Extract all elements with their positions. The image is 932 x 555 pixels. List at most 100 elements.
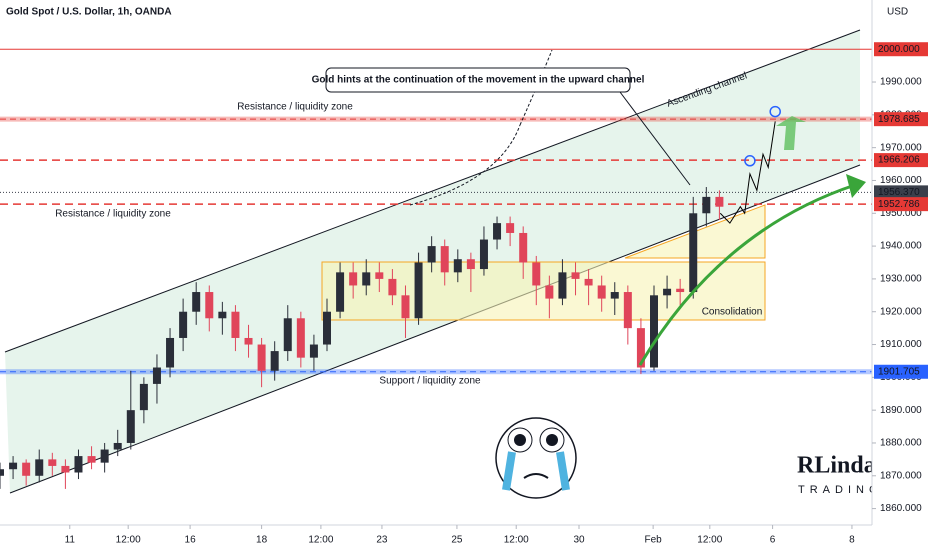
chart-title: Gold Spot / U.S. Dollar, 1h, OANDA: [6, 7, 172, 18]
level-label-bg: [874, 185, 928, 200]
candle-body: [218, 311, 227, 319]
currency: USD: [887, 7, 908, 18]
y-tick-label: 1870.000: [880, 470, 922, 481]
candle-body: [270, 351, 279, 371]
level-label-bg: [874, 197, 928, 212]
x-tick-label: 12:00: [116, 535, 141, 546]
level-label: 1978.685: [878, 114, 920, 125]
zone-label: Resistance / liquidity zone: [237, 102, 353, 113]
candle-body: [453, 259, 462, 273]
candle-body: [388, 278, 397, 296]
green-up-arrow: [776, 116, 806, 150]
candle-body: [636, 328, 645, 368]
meme-face: [495, 417, 577, 499]
candle-body: [61, 465, 70, 473]
candle-body: [427, 246, 436, 263]
candle-body: [584, 278, 593, 286]
candle-body: [231, 311, 240, 338]
candle-body: [414, 262, 423, 319]
zone-label: Consolidation: [702, 307, 763, 318]
level-label-bg: [874, 112, 928, 127]
x-tick-label: 18: [256, 535, 268, 546]
x-tick-label: 23: [376, 535, 388, 546]
callout-box: [325, 67, 631, 93]
y-tick-label: 1990.000: [880, 77, 922, 88]
candle-body: [558, 272, 567, 299]
candle-body: [166, 337, 175, 368]
logo-name: RLinda: [797, 453, 876, 479]
candle-body: [9, 462, 18, 470]
x-tick-label: 12:00: [308, 535, 333, 546]
candle-body: [205, 292, 214, 319]
candle-body: [545, 285, 554, 299]
candle-body: [309, 344, 318, 358]
candle-body: [571, 272, 580, 279]
logo-sub: TRADING: [798, 484, 883, 496]
candle-body: [532, 262, 541, 286]
candle-body: [35, 459, 44, 476]
callout-pointer: [619, 91, 691, 186]
zone-label: Support / liquidity zone: [379, 376, 481, 387]
candle-body: [349, 272, 358, 286]
candle-body: [152, 367, 161, 384]
level-label: 1966.206: [878, 155, 920, 166]
candle-body: [87, 456, 96, 463]
candle-body: [623, 292, 632, 329]
candle-body: [100, 449, 109, 463]
candle-body: [702, 196, 711, 214]
x-tick-label: 6: [770, 535, 776, 546]
candle-body: [493, 223, 502, 240]
candle-body: [323, 311, 331, 345]
candle-body: [126, 410, 135, 443]
level-label-bg: [874, 42, 928, 57]
candle-body: [257, 344, 266, 371]
candle-body: [22, 462, 31, 476]
callout-text: Gold hints at the continuation of the mo…: [312, 75, 645, 86]
level-label: 2000.000: [878, 44, 920, 55]
candle-body: [283, 318, 292, 352]
price-axis-bg: [872, 0, 932, 550]
candle-body: [362, 272, 371, 286]
candle-body: [336, 272, 345, 312]
x-tick-label: 8: [849, 535, 855, 546]
candle-body: [401, 295, 410, 319]
candle-body: [440, 246, 449, 273]
candle-body: [466, 259, 475, 270]
candle-body: [296, 318, 305, 358]
candle-body: [597, 285, 606, 299]
y-tick-label: 1860.000: [880, 503, 922, 514]
y-tick-label: 1890.000: [880, 405, 922, 416]
y-tick-label: 1960.000: [880, 175, 922, 186]
level-label-bg: [874, 153, 928, 168]
candle-body: [74, 456, 83, 473]
candle-body: [479, 239, 488, 270]
candle-body: [715, 196, 724, 207]
candle-body: [139, 383, 148, 411]
level-label: 1956.370: [878, 187, 920, 198]
candle-body: [610, 292, 619, 299]
x-tick-label: 11: [65, 535, 76, 546]
x-tick-label: 16: [185, 535, 197, 546]
candle-body: [179, 311, 188, 338]
candle-body: [689, 213, 698, 293]
candle-body: [375, 272, 384, 279]
projection-line: [719, 121, 776, 224]
y-tick-label: 1930.000: [880, 274, 922, 285]
y-tick-label: 1920.000: [880, 306, 922, 317]
candle-body: [192, 292, 201, 312]
y-tick-label: 1880.000: [880, 438, 922, 449]
y-tick-label: 1970.000: [880, 142, 922, 153]
x-tick-label: 30: [573, 535, 585, 546]
candle-body: [676, 288, 685, 293]
channel-upper: [4, 29, 861, 353]
candle-body: [506, 223, 515, 233]
x-tick-label: 12:00: [504, 535, 529, 546]
candle-body: [0, 469, 4, 476]
level-label: 1952.786: [878, 199, 920, 210]
zone-label: Resistance / liquidity zone: [55, 209, 171, 220]
candle-body: [663, 288, 672, 296]
candle-body: [650, 295, 658, 368]
candle-body: [48, 459, 57, 466]
green-curve: [638, 183, 856, 366]
